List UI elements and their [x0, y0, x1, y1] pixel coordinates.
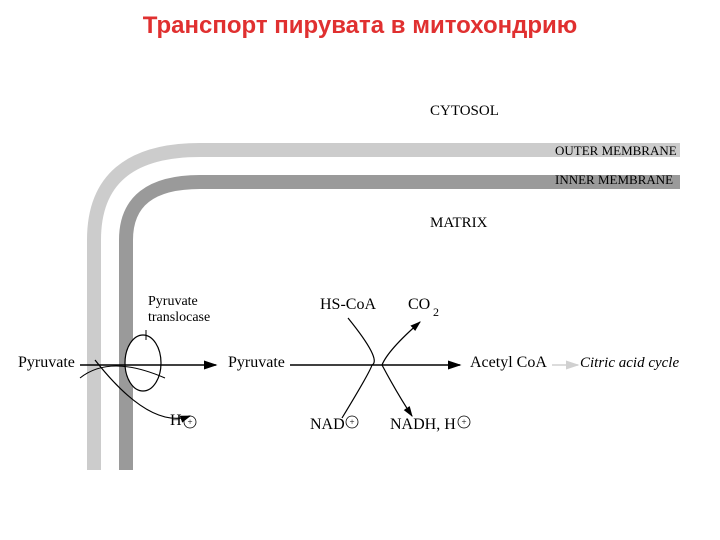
pdh-hscoa-in [348, 318, 374, 365]
translocase-ellipse [125, 335, 161, 391]
label-pyruvate-in: Pyruvate [228, 354, 285, 372]
label-pyruvate-out: Pyruvate [18, 354, 75, 372]
nad-plus-circle: + [346, 416, 358, 428]
pdh-nadh-out [382, 365, 412, 416]
label-nad: NAD [310, 416, 345, 434]
label-co2-sub: 2 [433, 305, 439, 320]
label-acetyl-coa: Acetyl CoA [470, 354, 547, 372]
svg-text:+: + [461, 417, 466, 427]
label-citric-cycle: Citric acid cycle [580, 355, 679, 372]
diagram-svg: + + + [0, 0, 720, 540]
svg-text:+: + [349, 417, 354, 427]
h-plus-circle: + [184, 416, 196, 428]
label-co2: CO [408, 296, 430, 314]
pdh-nad-in [342, 365, 372, 418]
svg-text:+: + [187, 417, 192, 427]
label-matrix: MATRIX [430, 215, 488, 232]
label-h: H [170, 412, 182, 430]
label-hs-coa: HS-CoA [320, 296, 376, 314]
label-translocase-2: translocase [148, 310, 210, 326]
pdh-co2-out [382, 322, 420, 365]
label-nadh: NADH, H [390, 416, 456, 434]
label-cytosol: CYTOSOL [430, 103, 499, 120]
nadh-plus-circle: + [458, 416, 470, 428]
label-outer-membrane: OUTER MEMBRANE [555, 143, 677, 159]
label-inner-membrane: INNER MEMBRANE [555, 172, 673, 188]
label-translocase-1: Pyruvate [148, 294, 198, 310]
